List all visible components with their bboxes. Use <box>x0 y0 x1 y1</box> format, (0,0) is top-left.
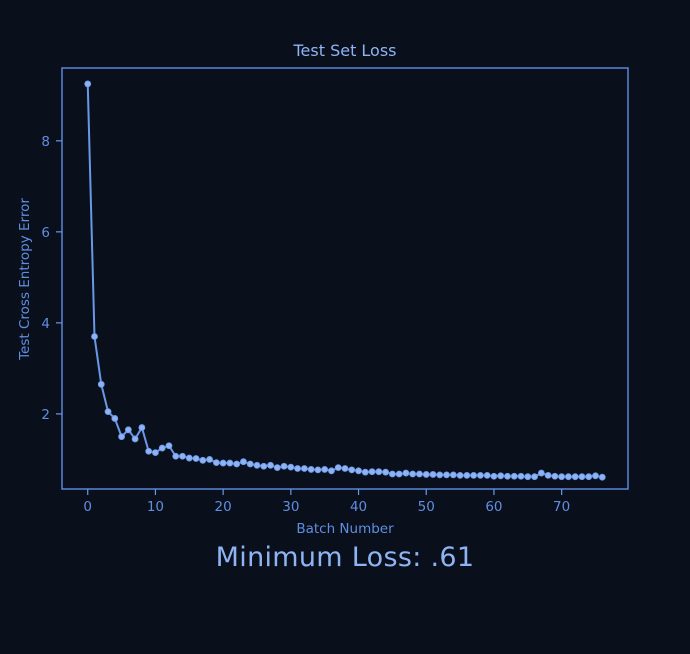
data-point <box>104 408 112 416</box>
data-point <box>97 380 105 388</box>
data-point <box>287 463 295 471</box>
data-point <box>226 459 234 467</box>
y-tick-label: 4 <box>41 316 50 332</box>
loss-series <box>84 80 606 481</box>
data-point <box>456 471 464 479</box>
data-point <box>199 456 207 464</box>
y-tick-label: 6 <box>41 225 50 241</box>
x-tick-label: 20 <box>215 499 232 515</box>
data-point <box>490 472 498 480</box>
data-point <box>565 473 572 481</box>
data-point <box>145 447 153 455</box>
data-point <box>598 473 606 481</box>
data-point <box>449 471 457 479</box>
data-point <box>267 461 274 469</box>
data-point <box>131 435 139 443</box>
data-point <box>416 470 423 478</box>
data-point <box>368 468 376 476</box>
data-point <box>571 473 579 481</box>
data-point <box>382 468 390 476</box>
data-point <box>510 472 518 480</box>
data-point <box>84 80 92 88</box>
x-tick-label: 40 <box>350 499 367 515</box>
data-point <box>192 455 200 462</box>
data-point <box>477 471 484 479</box>
data-point <box>233 460 241 468</box>
data-point <box>260 462 268 470</box>
data-point <box>463 471 471 479</box>
plot-area <box>61 67 629 490</box>
data-point <box>524 473 532 481</box>
minimum-loss-label: Minimum Loss: .61 <box>215 542 475 573</box>
data-point <box>551 472 559 480</box>
data-point <box>246 460 254 468</box>
data-point <box>179 452 186 460</box>
y-tick-label: 8 <box>41 134 50 150</box>
data-point <box>544 471 552 479</box>
data-point <box>537 469 545 477</box>
y-tick-label: 2 <box>41 407 50 423</box>
x-axis-label: Batch Number <box>296 521 394 537</box>
data-point <box>138 424 146 431</box>
data-point <box>206 456 213 463</box>
data-point <box>409 470 417 478</box>
data-point <box>91 333 98 340</box>
data-point <box>429 471 437 478</box>
data-point <box>388 470 396 478</box>
data-point <box>470 471 478 479</box>
data-point <box>402 469 410 477</box>
data-point <box>152 449 159 456</box>
data-point <box>300 465 308 472</box>
x-tick-label: 0 <box>83 499 92 515</box>
data-point <box>355 467 362 475</box>
data-point <box>592 472 599 480</box>
data-point <box>578 473 586 481</box>
data-point <box>483 471 491 479</box>
y-axis-label: Test Cross Entropy Error <box>17 198 33 361</box>
data-point <box>531 473 538 481</box>
x-tick-label: 60 <box>485 499 502 515</box>
data-point <box>165 442 173 450</box>
data-point <box>395 470 403 478</box>
data-point <box>307 466 315 473</box>
data-point <box>422 471 430 478</box>
x-tick-label: 50 <box>418 499 435 515</box>
data-point <box>314 466 322 474</box>
data-point <box>172 452 180 460</box>
data-point <box>504 472 511 480</box>
data-point <box>436 471 444 479</box>
data-point <box>361 468 369 476</box>
data-point <box>240 458 247 466</box>
data-point <box>517 472 525 480</box>
data-point <box>334 464 342 472</box>
data-point <box>273 464 281 472</box>
data-point <box>158 444 166 452</box>
loss-line <box>86 83 603 479</box>
data-point <box>375 468 383 476</box>
data-point <box>253 461 261 469</box>
data-point <box>294 465 302 472</box>
data-point <box>341 465 349 472</box>
data-point <box>111 415 119 422</box>
x-tick-label: 30 <box>282 499 299 515</box>
data-point <box>328 467 335 475</box>
data-point <box>124 426 132 434</box>
data-point <box>348 466 356 474</box>
data-point <box>185 454 193 462</box>
data-point <box>219 459 227 467</box>
data-point <box>558 473 566 481</box>
x-tick-label: 10 <box>147 499 164 515</box>
data-point <box>118 433 125 441</box>
data-point <box>443 471 450 479</box>
data-point <box>321 466 329 473</box>
data-point <box>585 473 593 481</box>
chart-title: Test Set Loss <box>292 41 396 60</box>
data-point <box>280 462 288 470</box>
data-point <box>212 459 220 467</box>
data-point <box>497 472 505 480</box>
axes: 0 10 20 30 40 50 60 70 2 4 6 8 <box>41 134 570 515</box>
x-tick-label: 70 <box>553 499 570 515</box>
